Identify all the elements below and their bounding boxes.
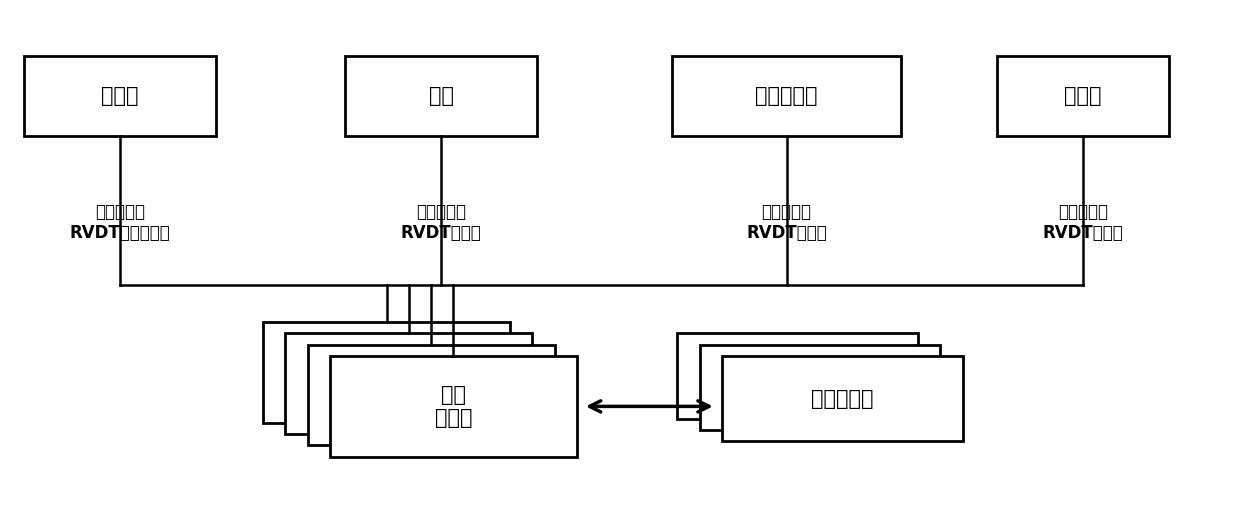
Bar — [345, 56, 537, 136]
Text: 飞控计算机: 飞控计算机 — [811, 389, 873, 408]
Bar — [263, 322, 510, 423]
Text: 数据
集中器: 数据 集中器 — [434, 385, 472, 428]
Bar — [699, 345, 940, 430]
Text: 多路传感器
RVDT电信号: 多路传感器 RVDT电信号 — [746, 203, 827, 242]
Text: 减速板手柄: 减速板手柄 — [755, 86, 818, 106]
Bar — [672, 56, 900, 136]
Text: 右侧杆: 右侧杆 — [1064, 86, 1101, 106]
Bar — [677, 333, 918, 418]
Bar — [308, 345, 554, 446]
Text: 多路传感器
RVDT电信号: 多路传感器 RVDT电信号 — [401, 203, 481, 242]
Text: 脚蹬: 脚蹬 — [429, 86, 454, 106]
Bar — [330, 356, 577, 457]
Text: 多路传感器
RVDT电信号: 多路传感器 RVDT电信号 — [1043, 203, 1123, 242]
Text: 左侧杆: 左侧杆 — [102, 86, 139, 106]
Bar — [722, 356, 962, 441]
Text: 多路传感器
RVDT模拟电信号: 多路传感器 RVDT模拟电信号 — [69, 203, 170, 242]
Bar — [25, 56, 216, 136]
Bar — [285, 333, 532, 434]
Bar — [997, 56, 1169, 136]
